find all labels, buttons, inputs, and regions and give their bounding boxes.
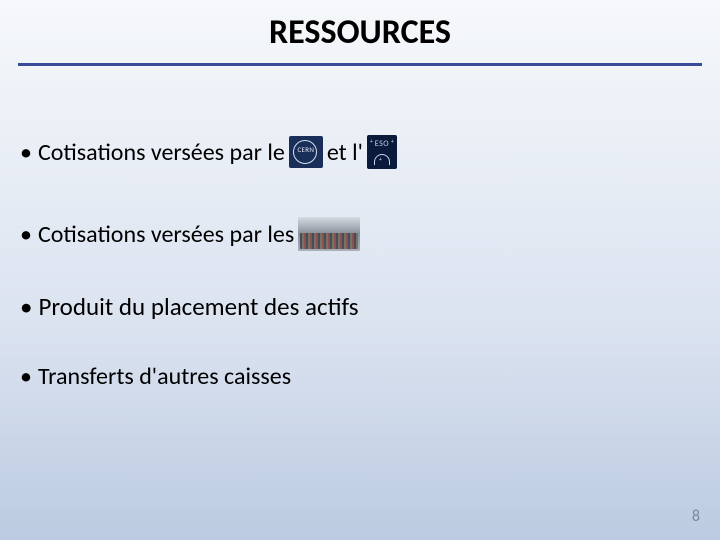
bullet-marker: • [20,291,32,322]
bullet-item: • Cotisations versées par le CERN et l' … [20,135,700,169]
bullet-text: Cotisations versées par le [38,138,285,167]
bullet-item: • Cotisations versées par les [20,217,700,251]
page-number: 8 [692,507,700,526]
title-underline [18,63,702,66]
slide-title: RESSOURCES [0,12,720,53]
bullet-text: Produit du placement des actifs [38,291,358,322]
bullet-item: • Transferts d'autres caisses [20,362,700,391]
eso-logo-icon: ESO + + + [367,135,397,169]
bullet-marker: • [20,220,32,249]
bullet-text: Transferts d'autres caisses [38,362,291,391]
bullet-marker: • [20,138,32,167]
bullet-item: • Produit du placement des actifs [20,291,700,322]
bullet-marker: • [20,362,32,391]
group-photo-icon [298,217,360,251]
bullet-text: et l' [327,138,363,167]
slide: RESSOURCES • Cotisations versées par le … [0,0,720,540]
cern-logo-icon: CERN [289,136,323,168]
bullet-text: Cotisations versées par les [38,220,294,249]
bullet-list: • Cotisations versées par le CERN et l' … [20,135,700,391]
